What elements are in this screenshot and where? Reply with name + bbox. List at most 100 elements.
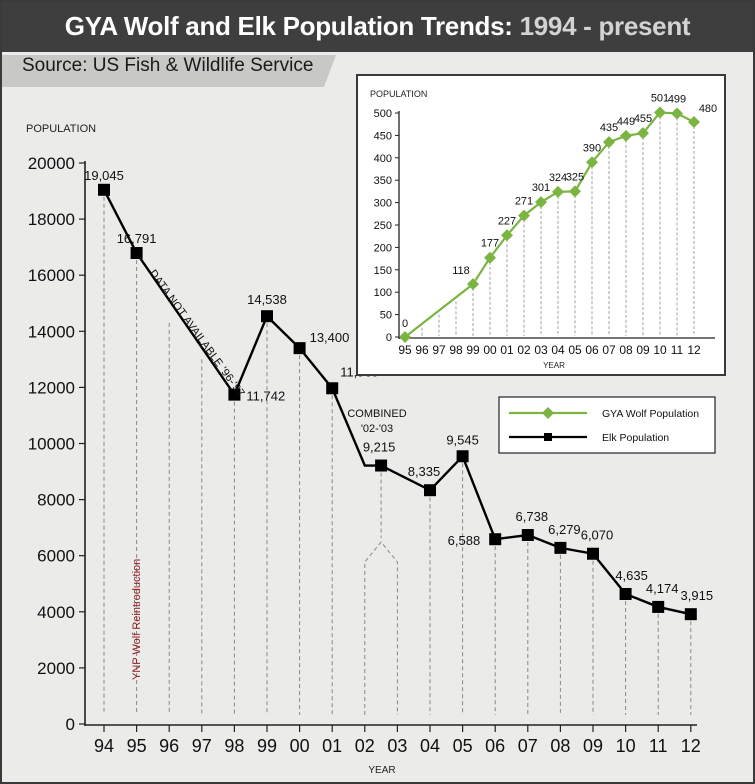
title-main: GYA Wolf and Elk Population Trends: [64, 11, 513, 41]
inset-x-tick-label: 06 [585, 343, 599, 357]
elk-data-label: 6,588 [448, 533, 481, 548]
y-tick-label: 14000 [28, 322, 75, 341]
elk-point [228, 388, 241, 401]
inset-x-tick-label: 98 [449, 343, 463, 357]
inset-x-tick-label: 96 [415, 343, 429, 357]
inset-x-tick-label: 99 [466, 343, 480, 357]
wolf-point [620, 129, 632, 142]
y-tick-label: 18000 [28, 210, 75, 229]
wolf-point [484, 251, 496, 264]
x-tick-label: 00 [290, 736, 310, 756]
elk-point [587, 547, 599, 560]
elk-point [619, 587, 632, 600]
source-label: Source: US Fish & Wildlife Service [2, 55, 336, 87]
legend-elk-label: Elk Population [602, 432, 669, 444]
y-tick-label: 0 [66, 715, 75, 734]
x-tick-label: 09 [583, 736, 603, 756]
elk-point [326, 382, 339, 395]
x-tick-label: 94 [94, 736, 114, 756]
x-tick-label: 04 [420, 736, 440, 756]
elk-point [375, 459, 388, 472]
inset-x-tick-label: 10 [653, 343, 667, 357]
inset-frame [356, 74, 726, 376]
wolf-data-label: 118 [452, 265, 470, 277]
wolf-point [518, 209, 530, 222]
elk-data-label: 6,070 [581, 528, 614, 543]
wolf-data-label: 301 [532, 182, 550, 194]
wolf-point [654, 106, 666, 119]
inset-x-tick-label: 09 [636, 343, 650, 357]
elk-point [652, 600, 665, 613]
wolf-data-label: 455 [634, 113, 652, 125]
x-tick-label: 07 [518, 736, 538, 756]
inset-y-tick-label: 450 [374, 130, 392, 142]
inset-y-tick-label: 350 [374, 175, 392, 187]
inset-x-tick-label: 08 [619, 343, 633, 357]
y-tick-label: 12000 [28, 378, 75, 397]
wolf-data-label: 271 [515, 196, 533, 208]
inset-x-tick-label: 11 [671, 343, 684, 357]
x-tick-label: 98 [224, 736, 244, 756]
elk-point [424, 484, 436, 497]
inset-x-tick-label: 05 [568, 343, 582, 357]
x-tick-label: 06 [485, 736, 505, 756]
elk-data-label: 4,635 [615, 568, 648, 583]
wolf-data-label: 227 [498, 215, 516, 227]
wolf-data-label: 449 [617, 116, 635, 128]
y-tick-label: 10000 [28, 435, 75, 454]
combined-annotation-line2: '02-'03 [361, 423, 393, 435]
inset-x-tick-label: 03 [534, 343, 548, 357]
wolf-point [688, 115, 700, 128]
inset-y-tick-label: 150 [374, 265, 392, 277]
inset-x-tick-label: 00 [483, 343, 497, 357]
combined-bracket [364, 541, 398, 715]
wolf-data-label: 435 [600, 122, 618, 134]
wolf-data-label: 325 [566, 171, 584, 183]
y-tick-label: 16000 [28, 266, 75, 285]
inset-y-tick-label: 100 [374, 287, 392, 299]
elk-point [684, 608, 697, 621]
x-tick-label: 10 [616, 736, 636, 756]
x-tick-label: 99 [257, 736, 277, 756]
elk-data-label: 4,174 [646, 581, 679, 596]
wolf-data-label: 480 [699, 103, 717, 115]
wolf-data-label: 324 [549, 172, 567, 184]
inset-y-tick-label: 300 [374, 198, 392, 210]
inset-x-tick-label: 12 [687, 343, 701, 357]
elk-data-label: 16,791 [117, 231, 157, 246]
inset-y-tick-label: 0 [386, 332, 392, 344]
wolf-point [399, 331, 411, 343]
x-axis-title: YEAR [368, 765, 395, 776]
wolf-data-label: 390 [583, 142, 601, 154]
combined-annotation-line1: COMBINED [347, 408, 406, 420]
x-tick-label: 95 [127, 736, 147, 756]
legend-wolf-label: GYA Wolf Population [602, 408, 699, 420]
elk-point [456, 450, 469, 463]
inset-y-tick-label: 50 [380, 310, 392, 322]
elk-data-label: 14,538 [247, 292, 287, 307]
wolf-data-label: 501 [651, 93, 669, 105]
wolf-point [671, 107, 683, 120]
elk-data-label: 6,738 [516, 509, 549, 524]
x-tick-label: 03 [387, 736, 407, 756]
elk-data-label: 13,400 [310, 330, 350, 345]
elk-data-label: 19,045 [84, 168, 124, 183]
inset-y-tick-label: 400 [374, 153, 392, 165]
elk-point [521, 528, 534, 541]
title-bar: GYA Wolf and Elk Population Trends: 1994… [2, 2, 753, 52]
x-tick-label: 01 [322, 736, 342, 756]
wolf-point [569, 185, 581, 198]
inset-x-tick-label: 95 [398, 343, 412, 357]
inset-x-tick-label: 02 [517, 343, 531, 357]
elk-point [261, 310, 273, 323]
elk-point [554, 541, 567, 554]
elk-point [293, 342, 306, 355]
title-range: 1994 - present [519, 11, 691, 41]
inset-x-axis-title: YEAR [543, 361, 565, 370]
elk-data-label: 8,335 [408, 464, 441, 479]
x-tick-label: 08 [550, 736, 570, 756]
wolf-point [586, 156, 598, 169]
wolf-point [501, 229, 513, 242]
legend: GYA Wolf Population Elk Population [498, 396, 716, 454]
